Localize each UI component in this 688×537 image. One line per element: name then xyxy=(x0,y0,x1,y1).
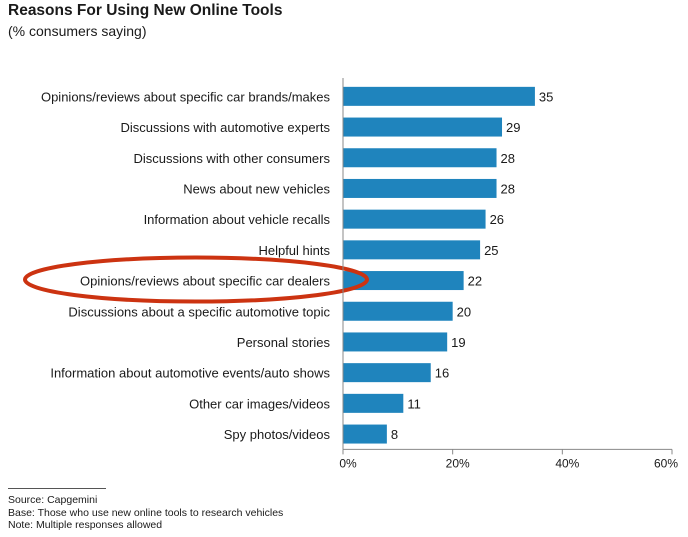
bar xyxy=(343,148,497,168)
data-label: 28 xyxy=(501,181,515,196)
bar-chart: Opinions/reviews about specific car bran… xyxy=(23,78,678,470)
bar xyxy=(343,301,453,321)
category-label: Opinions/reviews about specific car deal… xyxy=(80,274,331,289)
bar xyxy=(343,209,486,229)
footer-base: Base: Those who use new online tools to … xyxy=(8,506,284,519)
data-label: 26 xyxy=(490,212,504,227)
category-label: Information about automotive events/auto… xyxy=(50,366,330,381)
highlight-ellipse xyxy=(23,255,369,304)
bar xyxy=(343,117,503,137)
bar xyxy=(343,271,464,291)
category-label: Spy photos/videos xyxy=(224,427,331,442)
category-label: Discussions with automotive experts xyxy=(120,120,330,135)
bar xyxy=(343,240,481,260)
x-tick-label: 40% xyxy=(555,456,579,470)
x-tick-label: 0% xyxy=(339,456,357,470)
data-label: 35 xyxy=(539,89,553,104)
footer-note: Note: Multiple responses allowed xyxy=(8,519,163,531)
bar xyxy=(343,332,448,352)
chart-title: Reasons For Using New Online Tools xyxy=(8,2,283,19)
bar xyxy=(343,424,387,444)
data-label: 8 xyxy=(391,427,398,442)
category-label: News about new vehicles xyxy=(183,181,330,196)
data-label: 11 xyxy=(407,396,421,411)
x-tick-label: 60% xyxy=(654,456,678,470)
bar xyxy=(343,86,535,106)
bar xyxy=(343,178,497,198)
data-label: 25 xyxy=(484,243,498,258)
x-tick-label: 20% xyxy=(446,456,470,470)
category-label: Personal stories xyxy=(237,335,331,350)
category-label: Other car images/videos xyxy=(189,396,330,411)
category-label: Helpful hints xyxy=(258,243,330,258)
chart-footer: Source: Capgemini Base: Those who use ne… xyxy=(8,494,283,532)
category-label: Discussions with other consumers xyxy=(133,151,330,166)
footer-source: Source: Capgemini xyxy=(8,494,98,506)
data-label: 19 xyxy=(451,335,465,350)
data-label: 16 xyxy=(435,366,449,381)
category-label: Discussions about a specific automotive … xyxy=(68,304,330,319)
bar xyxy=(343,363,431,383)
data-label: 28 xyxy=(501,151,515,166)
bar xyxy=(343,393,404,413)
data-label: 29 xyxy=(506,120,520,135)
category-label: Opinions/reviews about specific car bran… xyxy=(41,89,331,104)
data-label: 22 xyxy=(468,274,482,289)
chart-subtitle: (% consumers saying) xyxy=(8,23,147,39)
data-label: 20 xyxy=(457,304,471,319)
category-label: Information about vehicle recalls xyxy=(144,212,331,227)
footer-divider xyxy=(8,488,106,489)
